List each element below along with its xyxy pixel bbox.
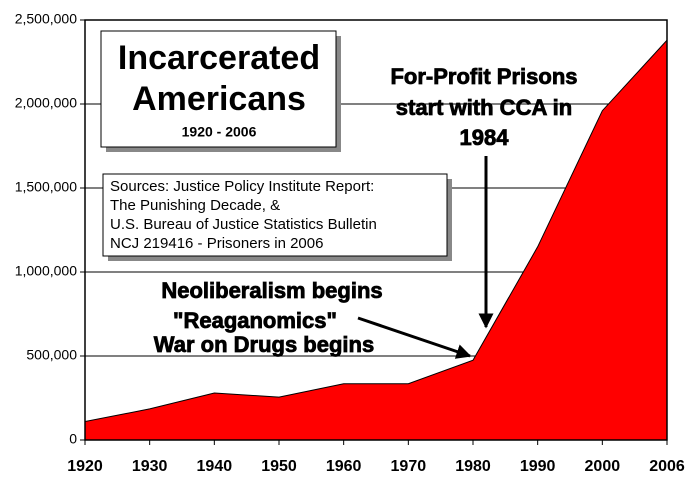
annotation: start with CCA in bbox=[396, 95, 572, 120]
annotation: Neoliberalism begins bbox=[161, 278, 382, 303]
annotation: 1984 bbox=[460, 125, 510, 150]
x-tick-label: 1960 bbox=[326, 458, 362, 475]
y-tick-label: 1,500,000 bbox=[15, 179, 77, 195]
plot-border bbox=[84, 19, 668, 441]
arrow bbox=[357, 316, 472, 359]
title-box bbox=[100, 30, 337, 148]
source-line: The Punishing Decade, & bbox=[110, 197, 280, 214]
annotation: For-Profit Prisons bbox=[390, 64, 577, 89]
x-tick-label: 1950 bbox=[261, 458, 297, 475]
chart-subtitle: 1920 - 2006 bbox=[182, 124, 257, 140]
source-line: Sources: Justice Policy Institute Report… bbox=[110, 178, 374, 195]
sources-box bbox=[102, 173, 448, 257]
annotation: War on Drugs begins bbox=[154, 332, 374, 357]
overlay: Incarcerated Americans 1920 - 2006 Sourc… bbox=[100, 30, 578, 359]
chart-title: Incarcerated bbox=[118, 39, 320, 77]
annotation: "Reaganomics" bbox=[173, 308, 337, 333]
x-tick-label: 2000 bbox=[585, 458, 621, 475]
y-tick-label: 2,000,000 bbox=[15, 95, 77, 111]
y-tick-label: 0 bbox=[69, 431, 77, 447]
y-tick-label: 2,500,000 bbox=[15, 11, 77, 27]
x-tick-label: 1920 bbox=[67, 458, 103, 475]
source-line: U.S. Bureau of Justice Statistics Bullet… bbox=[110, 216, 377, 233]
x-tick-label: 1930 bbox=[132, 458, 168, 475]
chart-title: Americans bbox=[132, 80, 306, 118]
x-tick-label: 1970 bbox=[391, 458, 427, 475]
x-tick-label: 2006 bbox=[649, 458, 685, 475]
x-tick-label: 1980 bbox=[455, 458, 491, 475]
y-tick-label: 1,000,000 bbox=[15, 263, 77, 279]
x-tick-label: 1940 bbox=[197, 458, 233, 475]
source-line: NCJ 219416 - Prisoners in 2006 bbox=[110, 235, 323, 252]
y-tick-label: 500,000 bbox=[26, 347, 77, 363]
x-tick-label: 1990 bbox=[520, 458, 556, 475]
